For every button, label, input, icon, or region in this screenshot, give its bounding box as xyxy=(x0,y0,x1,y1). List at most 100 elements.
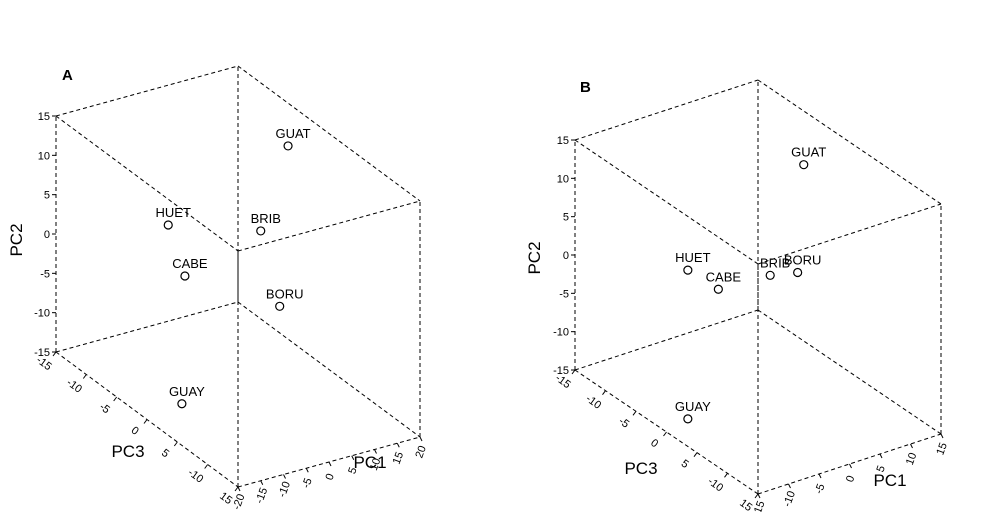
data-point-cabe xyxy=(180,271,190,281)
pc3-tick-mark xyxy=(754,493,759,499)
pc2-tick-label: -15 xyxy=(553,365,569,377)
pc1-axis-label: PC1 xyxy=(873,471,906,490)
pc2-tick-label: -10 xyxy=(553,327,569,339)
pc3-tick-mark xyxy=(52,351,57,357)
pc1-tick-mark xyxy=(910,443,913,449)
pc2-tick-label: 15 xyxy=(38,111,50,123)
point-label-boru: BORU xyxy=(266,286,304,301)
point-label-boru: BORU xyxy=(784,252,822,267)
data-point-brib xyxy=(256,226,266,236)
pc2-tick-label: -15 xyxy=(34,347,50,359)
pc2-axis-label: PC2 xyxy=(7,223,26,256)
pc1-tick-mark xyxy=(305,468,309,473)
pc3-tick-mark xyxy=(724,473,728,478)
pc3-tick-label: 5 xyxy=(679,458,691,471)
pc1-axis-label: PC1 xyxy=(353,453,386,472)
pc3-tick-label: 15 xyxy=(217,490,234,507)
pc2-tick-label: -5 xyxy=(559,288,569,300)
pc1-tick-label: 20 xyxy=(413,444,428,460)
pc3-tick-mark xyxy=(143,419,148,424)
pc1-tick-label: -20 xyxy=(231,492,248,511)
pc1-tick-mark xyxy=(396,443,400,448)
pc1-tick-label: 10 xyxy=(368,457,383,473)
pc1-tick-mark xyxy=(374,449,377,454)
pc2-tick-label: -5 xyxy=(40,268,50,280)
data-point-guat xyxy=(799,160,809,170)
pc1-tick-label: 0 xyxy=(323,472,336,482)
pc1-tick-label: 10 xyxy=(904,451,919,467)
pc3-tick-mark xyxy=(602,390,606,395)
panel-a-label: A xyxy=(62,67,73,84)
cube-edge xyxy=(574,79,759,141)
cube-edge xyxy=(237,65,421,202)
data-point-guat xyxy=(283,141,293,151)
pc2-tick-label: 10 xyxy=(557,173,569,185)
pc3-tick-mark xyxy=(113,396,118,402)
pc1-tick-mark xyxy=(849,463,852,469)
panel-b-label: B xyxy=(580,79,591,96)
pc1-tick-label: -10 xyxy=(276,480,293,499)
pc1-tick-label: 15 xyxy=(934,441,949,457)
point-label-guat: GUAT xyxy=(791,145,826,160)
pc1-tick-label: 5 xyxy=(874,464,887,474)
pc3-tick-label: -5 xyxy=(616,415,631,430)
pc1-tick-mark xyxy=(940,433,944,439)
cube-edge xyxy=(757,309,942,435)
pc3-tick-mark xyxy=(234,486,239,492)
data-point-huet xyxy=(683,265,693,275)
data-point-guay xyxy=(177,399,187,409)
point-label-guay: GUAY xyxy=(169,384,205,399)
pc3-tick-mark xyxy=(693,452,698,457)
pc2-tick-label: 0 xyxy=(44,229,50,241)
pc3-tick-label: 15 xyxy=(737,497,754,512)
pc3-tick-label: -10 xyxy=(64,377,84,396)
pc3-tick-label: -10 xyxy=(583,393,603,412)
pc3-tick-mark xyxy=(632,411,637,416)
pc3-tick-label: -10 xyxy=(185,467,205,486)
pc2-tick-label: -10 xyxy=(34,308,50,320)
cube-edge xyxy=(55,65,239,117)
pc2-tick-label: 15 xyxy=(557,135,569,147)
data-point-guay xyxy=(683,414,693,424)
pc1-tick-mark xyxy=(879,453,883,459)
point-label-cabe: CABE xyxy=(706,269,742,284)
pc1-tick-label: 15 xyxy=(391,450,406,466)
pc3-tick-mark xyxy=(663,431,667,437)
pc3-tick-mark xyxy=(204,464,209,469)
pc3-tick-label: 0 xyxy=(129,424,141,437)
point-label-guay: GUAY xyxy=(675,399,711,414)
pc1-tick-label: -10 xyxy=(781,489,798,508)
pc1-tick-mark xyxy=(237,486,241,492)
pc1-tick-label: 0 xyxy=(844,474,857,484)
pc2-tick-label: 5 xyxy=(44,190,50,202)
pc1-tick-mark xyxy=(283,474,286,479)
pc1-tick-mark xyxy=(260,480,264,485)
pc3-axis-label: PC3 xyxy=(111,442,144,461)
data-point-brib xyxy=(765,270,775,280)
pc1-tick-mark xyxy=(818,473,822,479)
cube-edge xyxy=(55,115,239,252)
cube-edge xyxy=(757,79,942,205)
cube-edge xyxy=(237,301,421,438)
pc3-tick-mark xyxy=(82,374,87,379)
cube-edge xyxy=(55,301,239,353)
data-point-huet xyxy=(163,220,173,230)
pc3-tick-mark xyxy=(173,441,178,447)
pc2-tick-label: 5 xyxy=(563,212,569,224)
point-label-brib: BRIB xyxy=(251,211,281,226)
pc1-tick-label: -15 xyxy=(254,486,271,505)
point-label-brib: BRIB xyxy=(760,255,790,270)
panel-b: -15-10-5051015-15-10-505-1015-15-10-5051… xyxy=(525,79,950,512)
pc1-tick-label: -5 xyxy=(300,477,315,490)
pc1-tick-mark xyxy=(788,483,791,489)
point-label-guat: GUAT xyxy=(275,126,310,141)
pc2-tick-label: 10 xyxy=(38,150,50,162)
data-point-cabe xyxy=(713,284,723,294)
pc1-tick-label: -15 xyxy=(751,499,768,512)
data-point-boru xyxy=(793,267,803,278)
pc3-tick-label: -5 xyxy=(97,401,112,416)
pc1-tick-label: 5 xyxy=(346,466,359,476)
pc3-tick-label: 5 xyxy=(159,447,171,460)
